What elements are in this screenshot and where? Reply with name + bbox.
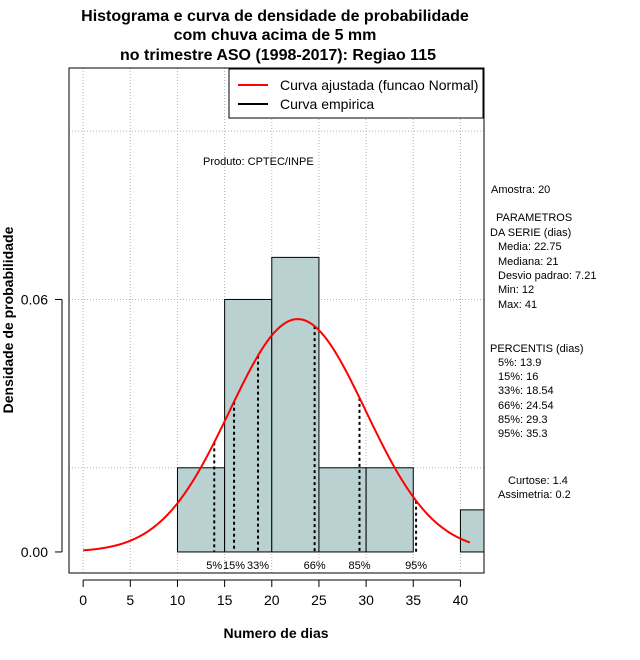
x-tick-label: 20 [264,592,280,608]
stat-p5: 5%: 13.9 [498,357,541,369]
y-tick-label: 0.06 [21,291,48,307]
legend: Curva ajustada (funcao Normal) Curva emp… [228,68,484,119]
percentile-label: 85% [348,560,370,572]
x-tick-label: 15 [217,592,233,608]
title-line-3: no trimestre ASO (1998-2017): Regiao 115 [120,47,436,64]
x-axis-title: Numero de dias [223,625,328,641]
stat-p33: 33%: 18.54 [498,385,554,397]
percentile-label: 95% [405,560,427,572]
histogram-bar [365,467,414,553]
percentile-label: 15% [223,560,245,572]
legend-label-empirical: Curva empirica [280,96,374,112]
stat-skewness: Assimetria: 0.2 [498,489,571,501]
stat-max: Max: 41 [498,299,537,311]
title-line-2: com chuva acima de 5 mm [174,27,377,44]
stat-min: Min: 12 [498,284,534,296]
legend-box [228,68,484,119]
stat-median: Mediana: 21 [498,256,559,268]
chart-title: Histograma e curva de densidade de proba… [81,8,469,64]
x-tick-label: 10 [170,592,186,608]
params-header-1: PARAMETROS [496,212,572,224]
stat-p95: 95%: 35.3 [498,428,548,440]
x-tick-label: 30 [358,592,374,608]
stat-p85: 85%: 29.3 [498,414,548,426]
stat-sd: Desvio padrao: 7.21 [498,270,596,282]
stat-p15: 15%: 16 [498,371,538,383]
y-tick-label: 0.00 [21,544,48,560]
histogram-bar [271,256,320,553]
x-tick-label: 0 [79,592,87,608]
percentile-label: 33% [247,560,269,572]
title-line-1: Histograma e curva de densidade de proba… [81,8,469,25]
percentile-label: 5% [206,560,222,572]
plot-frame [68,67,485,574]
x-tick-label: 25 [311,592,327,608]
stat-kurtosis: Curtose: 1.4 [508,475,568,487]
stat-mean: Media: 22.75 [498,241,562,253]
histogram-bar [224,298,273,553]
sample-size: Amostra: 20 [491,184,550,196]
histogram-bars [176,256,485,553]
product-annotation: Produto: CPTEC/INPE [203,156,314,168]
stats-panel: Amostra: 20 PARAMETROS DA SERIE (dias) M… [490,184,596,501]
y-axis: 0.00 0.06 [21,291,63,560]
x-tick-label: 40 [453,592,469,608]
percentile-lines: 5% 15% 33% 66% 85% 95% [206,326,427,572]
percentile-label: 66% [304,560,326,572]
percentiles-header: PERCENTIS (dias) [490,343,584,355]
x-tick-label: 35 [405,592,421,608]
params-header-2: DA SERIE (dias) [490,227,571,239]
x-tick-label: 5 [126,592,134,608]
histogram-bar [176,467,226,553]
histogram-bar [459,509,485,553]
y-axis-title: Densidade de probabilidade [0,226,16,413]
legend-label-normal: Curva ajustada (funcao Normal) [280,77,478,93]
normal-fit-curve [83,318,471,552]
histogram-bar [318,467,367,553]
x-axis: 0 5 10 15 20 25 30 35 40 [79,579,469,608]
stat-p66: 66%: 24.54 [498,400,554,412]
